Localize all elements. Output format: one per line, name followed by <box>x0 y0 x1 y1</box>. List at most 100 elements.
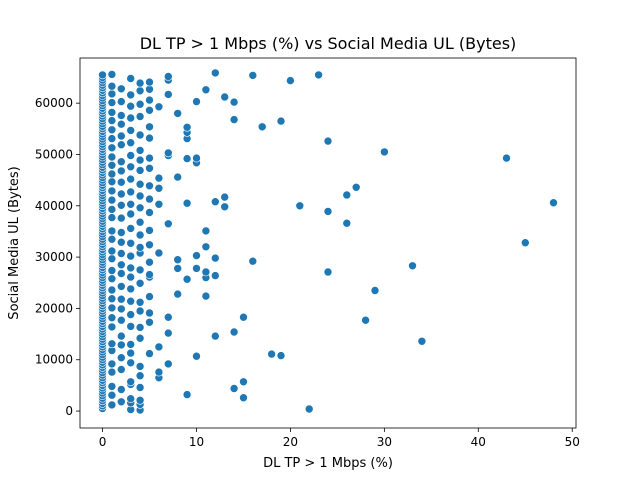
data-point <box>126 284 135 294</box>
data-point <box>173 109 182 118</box>
data-point <box>98 70 107 80</box>
data-point <box>126 251 135 261</box>
data-point <box>107 205 117 214</box>
data-point <box>164 148 173 158</box>
data-point <box>145 292 154 301</box>
data-point <box>323 207 333 216</box>
data-point <box>107 108 117 117</box>
data-point <box>520 238 530 247</box>
data-point <box>107 116 117 125</box>
data-point <box>154 342 164 352</box>
data-point <box>380 147 389 157</box>
data-point <box>117 131 126 141</box>
data-point <box>107 213 117 222</box>
y-axis-ticks: 0 10000 20000 30000 40000 50000 60000 <box>35 96 80 418</box>
data-point <box>117 269 126 278</box>
data-point <box>135 306 145 316</box>
data-point <box>126 358 135 368</box>
data-point <box>211 271 220 280</box>
data-point <box>201 85 211 95</box>
data-point <box>135 230 145 240</box>
plot-area-frame <box>79 57 577 429</box>
data-point <box>107 195 117 205</box>
data-point <box>117 201 126 210</box>
data-point <box>107 382 117 391</box>
data-point <box>267 349 276 359</box>
data-point <box>117 294 126 304</box>
data-point <box>211 197 220 206</box>
x-tick-label: 10 <box>189 435 204 449</box>
y-tick-label: 10000 <box>35 353 73 367</box>
data-point <box>126 90 135 100</box>
data-point <box>117 340 126 350</box>
data-point <box>126 113 135 123</box>
data-point <box>154 367 164 377</box>
data-point <box>107 70 117 79</box>
data-point <box>117 249 126 258</box>
data-point <box>107 313 117 323</box>
data-point <box>211 253 220 263</box>
data-point <box>370 286 380 295</box>
data-point <box>145 164 154 173</box>
data-point <box>126 263 135 273</box>
data-point <box>164 219 173 229</box>
data-point <box>145 257 154 267</box>
data-point <box>286 76 295 85</box>
data-point <box>135 155 145 165</box>
data-point <box>201 291 211 301</box>
data-point <box>117 397 126 407</box>
x-tick-label: 30 <box>377 435 392 449</box>
data-point <box>361 315 370 325</box>
data-point <box>135 383 145 392</box>
x-tick-label: 50 <box>565 435 580 449</box>
data-point <box>117 385 126 394</box>
data-point <box>107 169 117 179</box>
data-point <box>117 119 126 129</box>
data-point <box>173 255 182 265</box>
data-point <box>182 390 192 399</box>
data-point <box>126 340 135 349</box>
data-point <box>173 289 182 299</box>
data-point <box>323 136 333 146</box>
data-point <box>164 72 173 81</box>
data-point <box>173 264 182 273</box>
chart-title: DL TP > 1 Mbps (%) vs Social Media UL (B… <box>140 34 517 53</box>
data-point <box>145 122 154 132</box>
data-point <box>135 86 145 96</box>
data-point <box>107 98 117 107</box>
data-point <box>192 351 201 361</box>
data-point <box>107 359 117 369</box>
y-tick-label: 50000 <box>35 147 73 161</box>
data-point <box>201 267 211 277</box>
data-point <box>417 336 427 346</box>
data-point <box>145 240 154 250</box>
data-point <box>135 243 145 252</box>
data-point <box>276 116 286 126</box>
data-point <box>135 297 145 307</box>
data-point <box>107 339 117 349</box>
data-point <box>145 194 154 204</box>
data-point <box>107 81 117 91</box>
data-point <box>135 130 145 140</box>
data-point <box>126 187 135 197</box>
data-point <box>107 161 117 170</box>
y-tick-label: 0 <box>65 404 73 418</box>
data-point <box>351 183 361 192</box>
data-point <box>126 272 135 282</box>
data-point <box>126 322 135 331</box>
data-point <box>135 323 145 332</box>
data-point <box>408 261 417 271</box>
data-point <box>117 237 126 247</box>
data-point <box>117 140 126 149</box>
data-point <box>135 333 145 343</box>
data-point <box>126 224 135 233</box>
data-point <box>126 138 135 147</box>
data-point <box>135 78 145 88</box>
data-point <box>239 312 248 322</box>
x-tick-label: 40 <box>471 435 486 449</box>
data-point <box>145 133 154 143</box>
data-point <box>117 111 126 120</box>
data-point <box>135 265 145 275</box>
data-point <box>135 371 145 381</box>
